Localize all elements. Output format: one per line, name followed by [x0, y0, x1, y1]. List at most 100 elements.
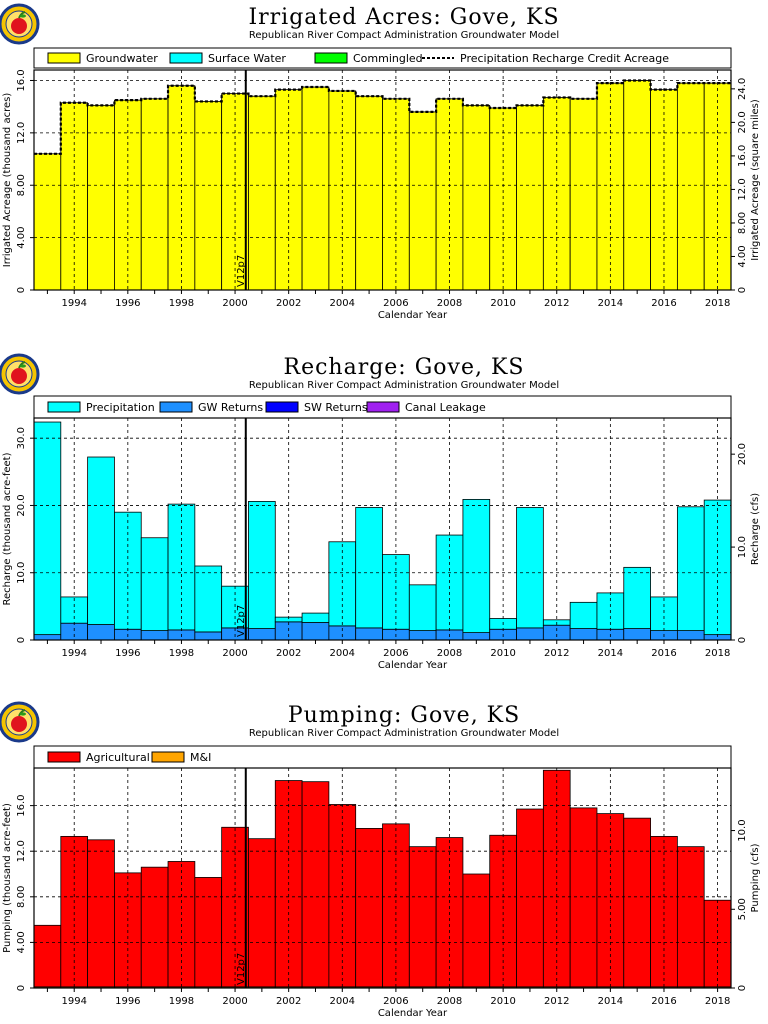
y-axis-label: Recharge (thousand acre-feet)	[2, 452, 13, 605]
bar-precipitation-2003	[301, 612, 330, 623]
bar-precipitation-2017	[676, 506, 705, 631]
legend-swatch	[47, 751, 81, 763]
x-tick-label: 1994	[61, 996, 86, 1007]
y-tick-label: 4.00	[16, 226, 27, 248]
grid	[34, 418, 731, 640]
bar-gw-returns-1994	[60, 622, 89, 641]
y-tick-label: 16.0	[16, 69, 27, 91]
legend-label: Precipitation Recharge Credit Acreage	[460, 52, 669, 65]
bars	[33, 80, 732, 291]
y2-tick-label: 16.0	[737, 145, 748, 167]
bar-groundwater-1996	[114, 99, 142, 291]
bar-precipitation-2004	[328, 541, 357, 627]
x-tick-label: 2014	[598, 996, 623, 1007]
x-tick-label: 2006	[383, 996, 408, 1007]
bar-precipitation-1993	[33, 421, 62, 636]
bar-groundwater-2007	[408, 111, 437, 291]
bar-groundwater-2003	[301, 86, 330, 291]
bar-agricultural-2009	[462, 873, 491, 988]
y2-tick-label: 24.0	[737, 78, 748, 100]
x-tick-label: 2010	[490, 648, 515, 659]
x-tick-label: 2002	[276, 996, 301, 1007]
legend-box	[33, 47, 732, 69]
x-axis: 1994 1996 1998 2000 2002 2004 2006 2008 2010 2012…	[46, 640, 730, 671]
x-tick-label: 2014	[598, 298, 623, 309]
x-tick-label: 2002	[276, 298, 301, 309]
chart-subtitle: Republican River Compact Administration …	[249, 30, 559, 41]
legend-swatch	[159, 401, 193, 413]
x-tick-label: 2012	[544, 648, 569, 659]
bar-precipitation-2015	[623, 566, 651, 629]
bar-agricultural-2003	[301, 781, 330, 988]
bar-precipitation-2005	[355, 507, 383, 629]
bar-agricultural-2010	[489, 834, 517, 988]
bar-gw-returns-2007	[408, 630, 437, 641]
y2-tick-label: 10.0	[737, 819, 748, 841]
legend-item: GW Returns	[159, 401, 263, 414]
legend-item: SW Returns	[265, 401, 368, 414]
bar-precipitation-1997	[140, 537, 169, 631]
legend-item: Surface Water	[169, 52, 286, 65]
x-tick-label: 2016	[651, 298, 676, 309]
x-tick-label: 1996	[115, 298, 140, 309]
bar-gw-returns-2003	[301, 622, 330, 641]
bar-agricultural-1999	[194, 877, 223, 988]
y2-tick-label: 0	[737, 985, 748, 991]
y-tick-label: 0	[16, 637, 27, 643]
x-axis: 1994 1996 1998 2000 2002 2004 2006 2008 2010 2012…	[46, 290, 730, 321]
y-tick-label: 20.0	[16, 494, 27, 516]
x-tick-label: 2010	[490, 996, 515, 1007]
x-axis: 1994 1996 1998 2000 2002 2004 2006 2008 2010 2012…	[46, 988, 730, 1019]
x-tick-label: 2008	[437, 648, 462, 659]
y2-tick-label: 10.0	[737, 536, 748, 558]
y-tick-label: 0	[16, 985, 27, 991]
chart-subtitle: Republican River Compact Administration …	[249, 380, 559, 391]
bar-precipitation-1995	[87, 456, 115, 625]
bar-gw-returns-2001	[248, 628, 276, 641]
y2-axis-label: Irrigated Acreage (square miles)	[750, 99, 761, 261]
x-tick-label: 2018	[705, 298, 730, 309]
apple-logo-icon	[0, 701, 40, 743]
bar-groundwater-2001	[248, 95, 276, 291]
bar-precipitation-2007	[408, 584, 437, 631]
y-tick-label: 16.0	[16, 794, 27, 816]
x-tick-label: 2000	[222, 648, 247, 659]
x-tick-label: 2016	[651, 996, 676, 1007]
bar-agricultural-2007	[408, 846, 437, 988]
bar-groundwater-1998	[167, 85, 196, 291]
y-tick-label: 4.00	[16, 931, 27, 953]
x-tick-label: 1996	[115, 648, 140, 659]
legend-swatch	[366, 401, 400, 413]
x-tick-label: 1998	[169, 298, 194, 309]
bar-agricultural-2015	[623, 817, 651, 988]
legend-swatch	[265, 401, 299, 413]
bar-precipitation-2013	[569, 601, 598, 629]
bar-groundwater-1999	[194, 101, 223, 291]
legend-item: Agricultural	[47, 751, 150, 764]
x-tick-label: 2010	[490, 298, 515, 309]
bar-agricultural-2013	[569, 807, 598, 988]
legend-item: Groundwater	[47, 52, 158, 65]
bar-gw-returns-2004	[328, 625, 357, 641]
grid	[34, 768, 731, 988]
x-tick-label: 1998	[169, 648, 194, 659]
y2-tick-label: 12.0	[737, 178, 748, 200]
x-tick-label: 2002	[276, 648, 301, 659]
chart-title: Pumping: Gove, KS	[288, 703, 520, 728]
legend-label: Surface Water	[208, 52, 286, 65]
x-axis-label: Calendar Year	[378, 660, 448, 671]
y-tick-label: 12.0	[16, 840, 27, 862]
marker-label: V12p7	[236, 953, 247, 985]
legend-swatch	[47, 401, 81, 413]
x-tick-label: 2004	[330, 648, 355, 659]
x-tick-label: 2016	[651, 648, 676, 659]
bar-gw-returns-2017	[676, 630, 705, 641]
x-tick-label: 2006	[383, 298, 408, 309]
bar-groundwater-2006	[382, 98, 410, 291]
y2-tick-label: 5.00	[737, 898, 748, 920]
legend-item: Precipitation Recharge Credit Acreage	[422, 52, 669, 65]
